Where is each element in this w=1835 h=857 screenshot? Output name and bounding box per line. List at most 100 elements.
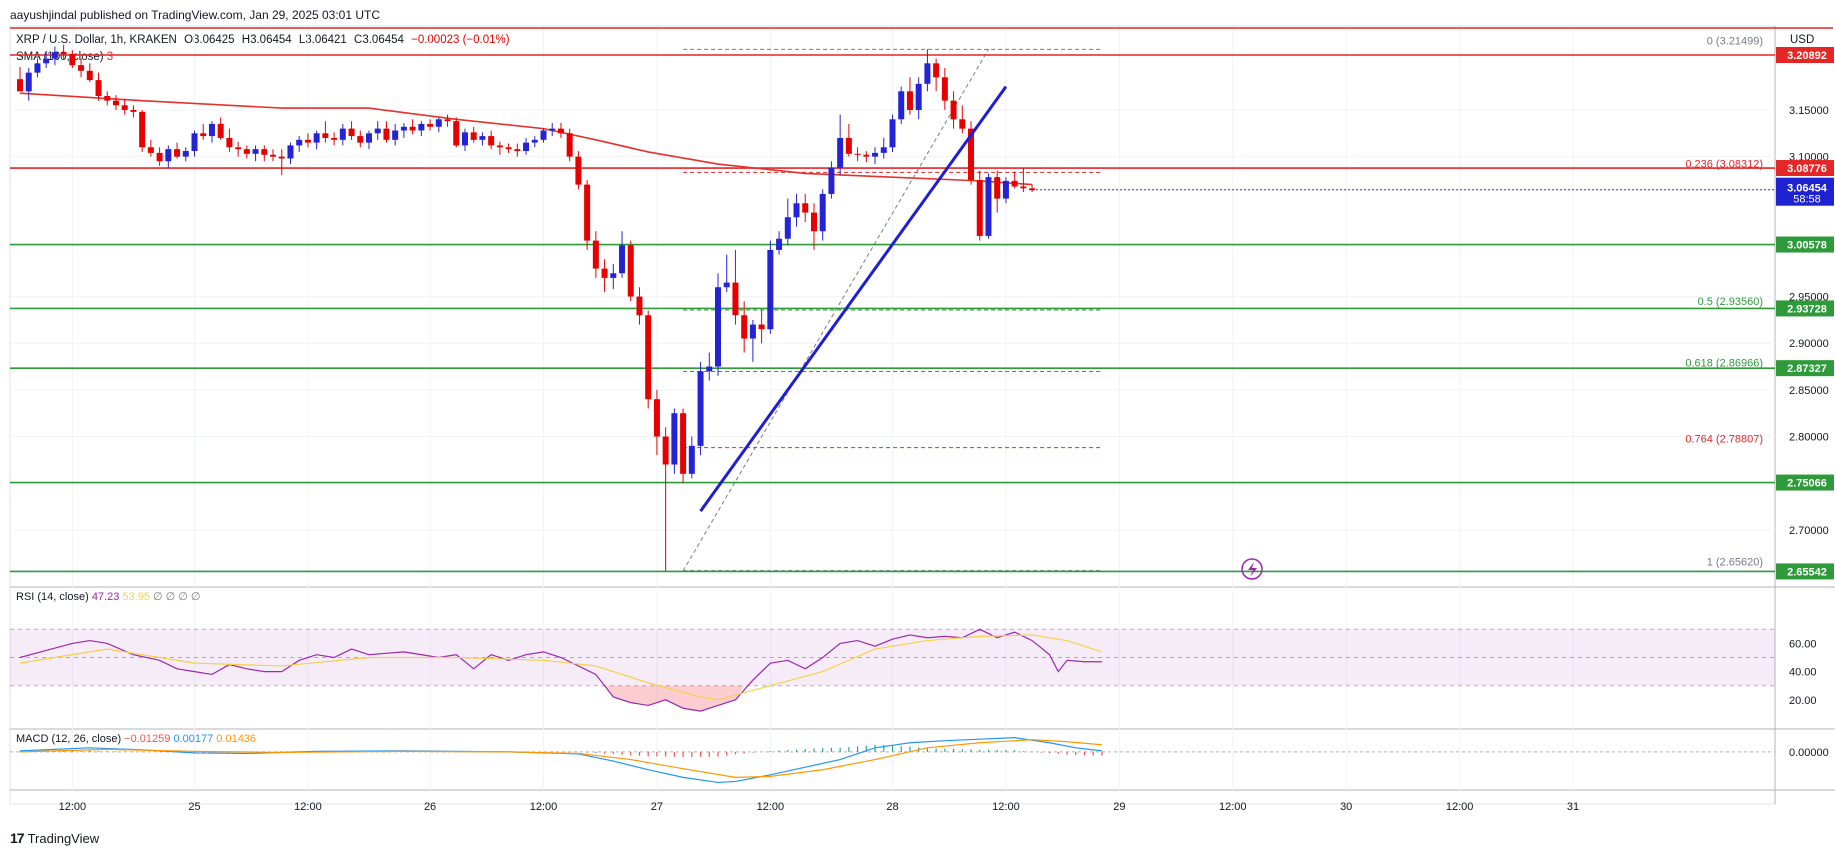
publisher-line: aayushjindal published on TradingView.co… <box>10 8 381 22</box>
candle-body <box>889 119 896 148</box>
fib-level-label: 0.618 (2.86966) <box>1685 358 1763 370</box>
fib-level-label: 0.236 (3.08312) <box>1685 158 1763 170</box>
candle-body <box>252 149 259 154</box>
candle-body <box>200 133 207 137</box>
candle-body <box>156 152 163 162</box>
candle-body <box>523 142 530 152</box>
candle-body <box>802 203 809 213</box>
level-price-tag <box>1776 46 1834 63</box>
rsi-label: RSI (14, close) 47.23 53.95 ∅ ∅ ∅ ∅ <box>16 591 201 603</box>
sma-value: 3 <box>106 51 114 63</box>
rsi-value: 47.23 <box>92 591 123 603</box>
candle-body <box>854 153 861 155</box>
candle-body <box>584 184 591 241</box>
sma-label: SMA (100, close) <box>16 51 104 63</box>
price-tick-label: 2.70000 <box>1789 525 1829 537</box>
price-tick-label: 2.90000 <box>1789 338 1829 350</box>
candle-body <box>383 128 390 140</box>
candle-body <box>715 287 721 367</box>
candle-body <box>566 133 573 157</box>
lightning-icon <box>1241 558 1263 580</box>
candle-body <box>25 72 32 92</box>
candle-body <box>933 63 940 78</box>
candle-body <box>374 128 381 134</box>
candle-body <box>557 128 564 134</box>
level-price-tag <box>1776 563 1834 580</box>
candle-body <box>435 119 442 127</box>
candle-body <box>366 133 372 143</box>
candle-body <box>671 413 678 465</box>
level-price-tag <box>1776 236 1834 253</box>
level-price-tag <box>1776 300 1834 317</box>
candle-body <box>950 100 957 120</box>
candle-body <box>784 217 791 239</box>
rsi-ma-value: 53.95 <box>122 591 153 603</box>
sma-legend[interactable]: SMA (100, close) 3 <box>16 51 113 63</box>
fib-level-label: 0.5 (2.93560) <box>1698 296 1763 308</box>
candle-body <box>313 133 320 143</box>
candle-body <box>488 136 495 146</box>
time-tick-label: 12:00 <box>530 801 558 813</box>
ohlc-close: C3.06454 <box>354 34 404 46</box>
candle-body <box>793 203 800 218</box>
candle-body <box>627 245 634 297</box>
candle-body <box>112 100 119 106</box>
candle-body <box>226 137 233 148</box>
level-price-tag <box>1776 474 1834 491</box>
candle-body <box>680 413 687 474</box>
candle-body <box>819 193 826 232</box>
candle-body <box>662 436 669 465</box>
candle-body <box>810 212 817 232</box>
candle-body <box>278 156 285 159</box>
candle-body <box>470 132 477 140</box>
time-tick-label: 12:00 <box>1446 801 1474 813</box>
tradingview-logo-icon: 17 <box>10 830 25 846</box>
ohlc-change: −0.00023 (−0.01%) <box>411 34 510 46</box>
price-tick-label: 3.10000 <box>1789 152 1829 164</box>
candle-body <box>243 149 250 154</box>
rsi-tick-label: 40.00 <box>1789 667 1817 679</box>
candle-body <box>427 123 434 127</box>
candle-body <box>191 133 198 152</box>
candle-body <box>418 123 425 131</box>
candle-body <box>235 147 242 150</box>
time-tick-label: 12:00 <box>294 801 322 813</box>
candle-body <box>322 133 329 138</box>
fib-level-label: 1 (2.65620) <box>1707 557 1763 569</box>
time-tick-label: 29 <box>1113 801 1125 813</box>
candle-body <box>392 130 399 140</box>
tradingview-footer[interactable]: 17 TradingView <box>10 830 99 846</box>
candle-body <box>1029 188 1036 191</box>
candle-body <box>549 128 556 131</box>
level-price-label: 2.87327 <box>1787 363 1827 375</box>
ohlc-open: O3.06425 <box>184 34 235 46</box>
time-tick-label: 12:00 <box>59 801 87 813</box>
level-price-label: 2.93728 <box>1787 303 1827 315</box>
candle-body <box>461 132 468 146</box>
candle-body <box>732 282 739 316</box>
price-tick-label: 2.80000 <box>1789 432 1829 444</box>
level-price-label: 2.65542 <box>1787 566 1827 578</box>
candle-body <box>575 156 582 185</box>
candle-body <box>496 145 503 148</box>
plot-frame <box>9 25 1776 805</box>
price-tick-label: 2.85000 <box>1789 385 1829 397</box>
candle-body <box>898 91 905 120</box>
macd-signal-value: 0.01436 <box>216 733 256 745</box>
time-tick-label: 25 <box>188 801 200 813</box>
candle-body <box>924 63 931 84</box>
current-price-label: 3.06454 <box>1787 183 1828 195</box>
macd-line <box>19 737 1102 784</box>
candle-body <box>331 137 338 140</box>
candle-body <box>610 273 617 278</box>
candle-body <box>270 154 277 157</box>
candle-body <box>863 154 870 157</box>
candle-body <box>880 147 887 153</box>
candle-body <box>479 136 486 140</box>
candle-body <box>531 139 538 143</box>
candle-body <box>409 126 416 131</box>
candle-body <box>915 83 922 110</box>
price-tick-label: 3.15000 <box>1789 105 1829 117</box>
candle-body <box>104 95 111 101</box>
